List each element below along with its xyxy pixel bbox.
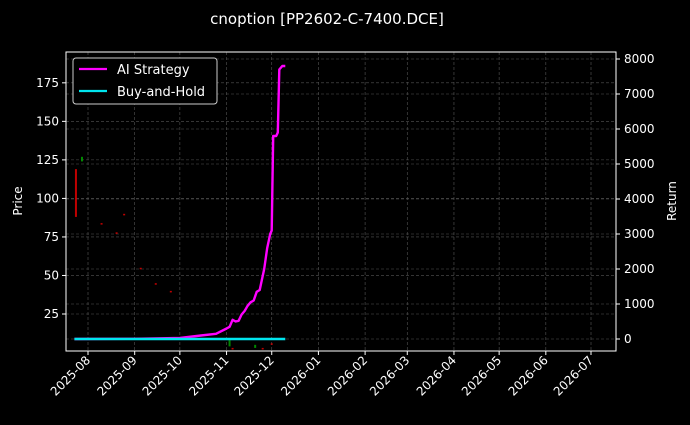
y-right-tick-label: 4000 (624, 192, 655, 206)
y-axis-right-label: Return (665, 181, 679, 221)
price-candle (74, 169, 77, 217)
price-candle (100, 223, 103, 225)
y-right-tick-label: 0 (624, 332, 632, 346)
x-tick-label: 2026-04 (414, 353, 459, 398)
y-axis-right: 0 1000 2000 3000 4000 5000 6000 7000 8000 (616, 52, 655, 346)
y-left-tick-label: 50 (44, 268, 59, 282)
price-candle (231, 347, 234, 350)
x-tick-label: 2025-12 (231, 353, 276, 398)
y-left-tick-label: 75 (44, 230, 59, 244)
y-right-tick-label: 7000 (624, 87, 655, 101)
price-candle (80, 156, 83, 162)
price-candle (261, 347, 264, 350)
y-axis-left-label: Price (11, 186, 25, 215)
ai-strategy-line (74, 64, 286, 341)
x-tick-label: 2025-11 (186, 353, 231, 398)
series-lines (74, 64, 286, 341)
x-tick-label: 2026-01 (278, 353, 323, 398)
y-right-tick-label: 8000 (624, 52, 655, 66)
price-candle (270, 343, 273, 345)
price-candle (123, 213, 126, 216)
y-axis-left: 25 50 75 100 125 150 175 (36, 76, 66, 321)
y-right-tick-label: 1000 (624, 297, 655, 311)
legend-ai-strategy-label: AI Strategy (117, 63, 190, 78)
legend: AI Strategy Buy-and-Hold (72, 57, 218, 105)
price-candle (139, 267, 142, 270)
x-tick-label: 2026-05 (459, 353, 504, 398)
plot-frame (65, 51, 617, 352)
price-candle (228, 340, 231, 347)
y-left-tick-label: 125 (36, 153, 59, 167)
x-tick-label: 2025-09 (94, 353, 139, 398)
legend-box (72, 57, 218, 105)
chart-title: cnoption [PP2602-C-7400.DCE] (210, 10, 444, 28)
y-left-tick-label: 175 (36, 76, 59, 90)
y-right-tick-label: 3000 (624, 227, 655, 241)
x-tick-label: 2026-07 (551, 353, 596, 398)
y-right-tick-label: 2000 (624, 262, 655, 276)
legend-buy-and-hold-label: Buy-and-Hold (117, 85, 205, 100)
x-tick-label: 2026-03 (367, 353, 412, 398)
y-left-tick-label: 150 (36, 114, 59, 128)
y-left-tick-label: 100 (36, 191, 59, 205)
price-candle (115, 232, 118, 234)
x-tick-label: 2025-10 (140, 353, 185, 398)
x-axis: 2025-08 2025-09 2025-10 2025-11 2025-12 2026-… (48, 351, 596, 399)
x-tick-label: 2026-02 (325, 353, 370, 398)
price-candles (74, 156, 273, 350)
y-left-tick-label: 25 (44, 307, 59, 321)
price-candle (154, 283, 157, 285)
price-candle (169, 290, 172, 293)
y-right-tick-label: 6000 (624, 122, 655, 136)
x-tick-label: 2026-06 (506, 353, 551, 398)
price-candle (254, 344, 257, 348)
x-tick-label: 2025-08 (48, 353, 93, 398)
y-right-tick-label: 5000 (624, 157, 655, 171)
